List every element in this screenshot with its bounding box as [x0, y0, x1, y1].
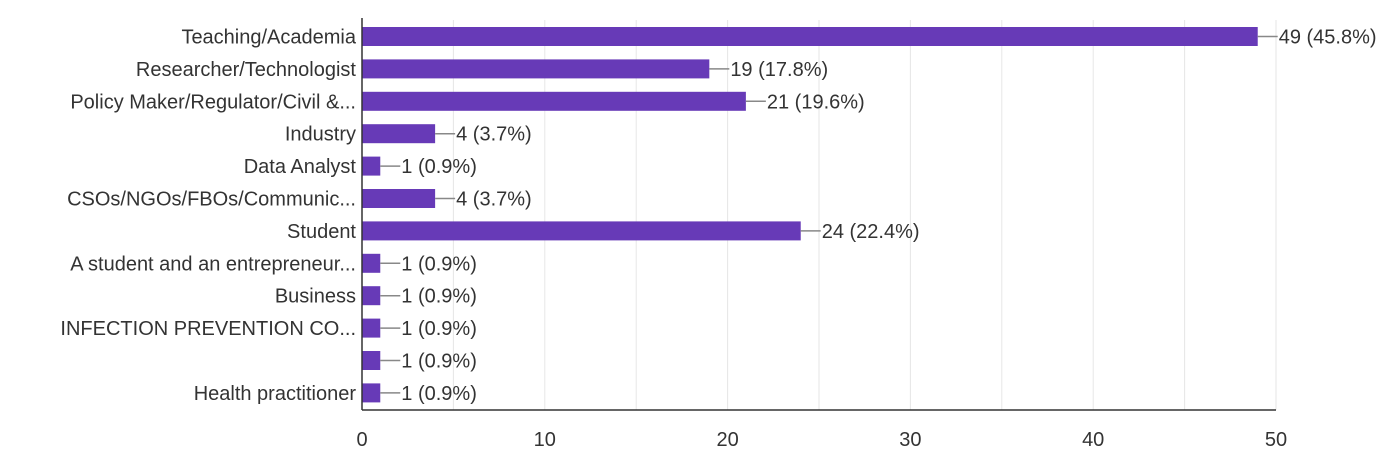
gridlines	[452, 20, 1277, 410]
data-label: 49 (45.8%)	[1279, 27, 1377, 49]
bar	[362, 91, 746, 111]
category-label: Business	[275, 286, 356, 308]
data-label: 1 (0.9%)	[401, 286, 477, 308]
category-label: Student	[287, 221, 356, 243]
category-label: Researcher/Technologist	[136, 59, 357, 81]
x-tick-label: 10	[534, 429, 556, 451]
category-label: Health practitioner	[194, 383, 357, 405]
category-label: INFECTION PREVENTION CO...	[60, 318, 356, 340]
data-label: 1 (0.9%)	[401, 253, 477, 275]
category-label: Industry	[285, 124, 356, 146]
data-label: 1 (0.9%)	[401, 318, 477, 340]
x-tick-label: 50	[1265, 429, 1287, 451]
bar	[362, 253, 381, 273]
category-label: A student and an entrepreneur...	[70, 253, 356, 275]
data-label: 4 (3.7%)	[456, 189, 532, 211]
data-label: 24 (22.4%)	[822, 221, 920, 243]
x-tick-label: 0	[356, 429, 367, 451]
data-label: 1 (0.9%)	[401, 351, 477, 373]
data-label: 4 (3.7%)	[456, 124, 532, 146]
data-label: 1 (0.9%)	[401, 383, 477, 405]
bar	[362, 124, 436, 144]
x-tick-label: 40	[1082, 429, 1104, 451]
x-tick-label: 20	[716, 429, 738, 451]
bar	[362, 221, 801, 241]
bar	[362, 59, 710, 79]
data-label: 1 (0.9%)	[401, 156, 477, 178]
bar	[362, 156, 381, 176]
category-label: Policy Maker/Regulator/Civil &...	[70, 91, 356, 113]
bar	[362, 351, 381, 370]
category-label: Teaching/Academia	[181, 27, 356, 49]
bar	[362, 318, 381, 338]
bar	[362, 383, 381, 403]
bar	[362, 286, 381, 306]
category-label: CSOs/NGOs/FBOs/Communic...	[67, 189, 356, 211]
labels: 49 (45.8%) Teaching/Academia 19 (17.8%) Res…	[60, 27, 1376, 405]
data-label: 19 (17.8%)	[730, 59, 828, 81]
axes: 0 10 20 30 40 50	[356, 18, 1287, 451]
bar	[362, 189, 436, 208]
category-label: Data Analyst	[244, 156, 357, 178]
data-label: 21 (19.6%)	[767, 91, 865, 113]
x-tick-label: 30	[899, 429, 921, 451]
bar	[362, 27, 1258, 46]
bars	[362, 27, 1258, 403]
